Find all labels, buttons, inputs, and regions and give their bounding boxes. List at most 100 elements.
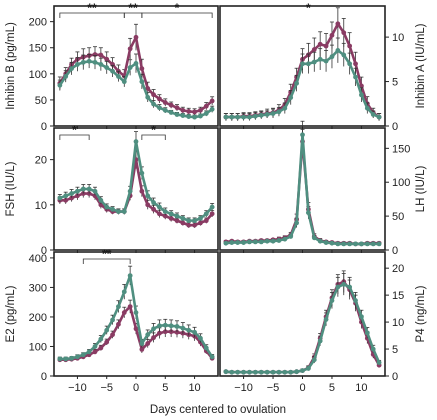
panel-frame xyxy=(53,127,219,251)
y-tick-label: 20 xyxy=(392,263,404,275)
data-point xyxy=(116,321,121,327)
series-line xyxy=(225,283,381,374)
data-point xyxy=(276,238,282,243)
series-e2-2 xyxy=(57,265,215,362)
data-point xyxy=(157,105,162,111)
data-point xyxy=(341,30,347,36)
data-point xyxy=(305,210,311,216)
data-point xyxy=(198,107,203,113)
series-fsh-2 xyxy=(57,131,215,224)
data-point xyxy=(198,335,203,341)
x-tick-label: 0 xyxy=(133,382,139,394)
data-point xyxy=(162,209,168,214)
data-point xyxy=(270,111,276,116)
data-point xyxy=(341,52,347,58)
data-point xyxy=(203,218,209,224)
y-tick-label: 0 xyxy=(392,245,398,257)
data-point xyxy=(121,289,127,295)
significance-bracket: ** xyxy=(59,1,125,18)
data-point xyxy=(300,368,305,374)
data-point xyxy=(69,355,74,361)
data-point xyxy=(139,170,145,176)
data-point xyxy=(347,241,353,247)
data-point xyxy=(376,114,382,120)
data-point xyxy=(151,101,156,107)
data-point xyxy=(353,61,358,67)
data-point xyxy=(151,92,156,98)
data-point xyxy=(359,314,364,320)
data-point xyxy=(209,204,215,210)
data-point xyxy=(139,66,145,72)
y-tick-label: 400 xyxy=(29,253,47,265)
data-point xyxy=(305,61,311,67)
data-point xyxy=(364,241,370,247)
data-point xyxy=(127,273,133,279)
significance-label: ** xyxy=(128,1,138,15)
data-point xyxy=(229,114,235,120)
panel-frame xyxy=(219,251,386,377)
significance-label: * xyxy=(72,123,77,137)
data-point xyxy=(370,112,376,117)
data-point xyxy=(145,94,151,100)
data-point xyxy=(311,357,317,363)
data-point xyxy=(75,188,80,194)
data-point xyxy=(329,54,335,60)
data-point xyxy=(180,215,186,221)
data-point xyxy=(157,330,162,336)
data-point xyxy=(98,345,104,351)
data-point xyxy=(311,47,317,52)
y-tick-label: 20 xyxy=(35,155,47,167)
data-point xyxy=(92,349,98,355)
data-point xyxy=(133,310,139,315)
data-point xyxy=(323,58,329,64)
data-point xyxy=(186,327,192,333)
y-tick-label: 10 xyxy=(392,317,404,329)
data-point xyxy=(192,109,197,115)
data-point xyxy=(300,132,305,138)
data-point xyxy=(258,239,264,245)
data-point xyxy=(311,59,317,65)
data-point xyxy=(364,330,370,336)
y-axis-title-inhibin-b: Inhibin B (pg/mL) xyxy=(5,22,17,110)
significance-label: * xyxy=(175,1,180,15)
series-inhibin-b-2 xyxy=(57,53,215,120)
series-line xyxy=(225,140,380,246)
data-point xyxy=(104,327,110,333)
data-point xyxy=(80,186,86,192)
data-point xyxy=(288,369,294,375)
data-point xyxy=(104,204,110,210)
data-point xyxy=(247,114,252,120)
data-point xyxy=(282,369,288,375)
significance-bracket: * xyxy=(59,123,90,140)
y-tick-label: 0 xyxy=(392,121,398,133)
data-point xyxy=(203,103,209,109)
data-point xyxy=(116,209,121,214)
panel-p4: 0 5 10 15 20 P4 (ng/mL) −10 −5 0 5 10 xyxy=(219,251,427,394)
data-point xyxy=(127,188,133,194)
data-point xyxy=(157,96,162,102)
x-tick-label: −10 xyxy=(234,382,253,394)
data-point xyxy=(75,193,80,199)
data-point xyxy=(300,61,305,67)
data-point xyxy=(341,241,347,247)
data-point xyxy=(247,239,252,245)
data-point xyxy=(335,284,341,290)
data-point xyxy=(186,218,192,224)
data-point xyxy=(209,211,215,217)
data-point xyxy=(252,113,258,119)
data-point xyxy=(258,112,264,118)
data-point xyxy=(347,284,353,290)
data-point xyxy=(57,356,63,362)
data-point xyxy=(63,356,69,362)
data-point xyxy=(151,206,156,212)
data-point xyxy=(63,197,69,203)
data-point xyxy=(121,209,127,214)
data-point xyxy=(98,336,104,342)
data-point xyxy=(294,369,300,375)
y-tick-label: 150 xyxy=(392,143,410,155)
data-point xyxy=(86,58,92,64)
data-point xyxy=(98,52,104,58)
data-point xyxy=(198,215,203,221)
data-point xyxy=(209,98,215,104)
